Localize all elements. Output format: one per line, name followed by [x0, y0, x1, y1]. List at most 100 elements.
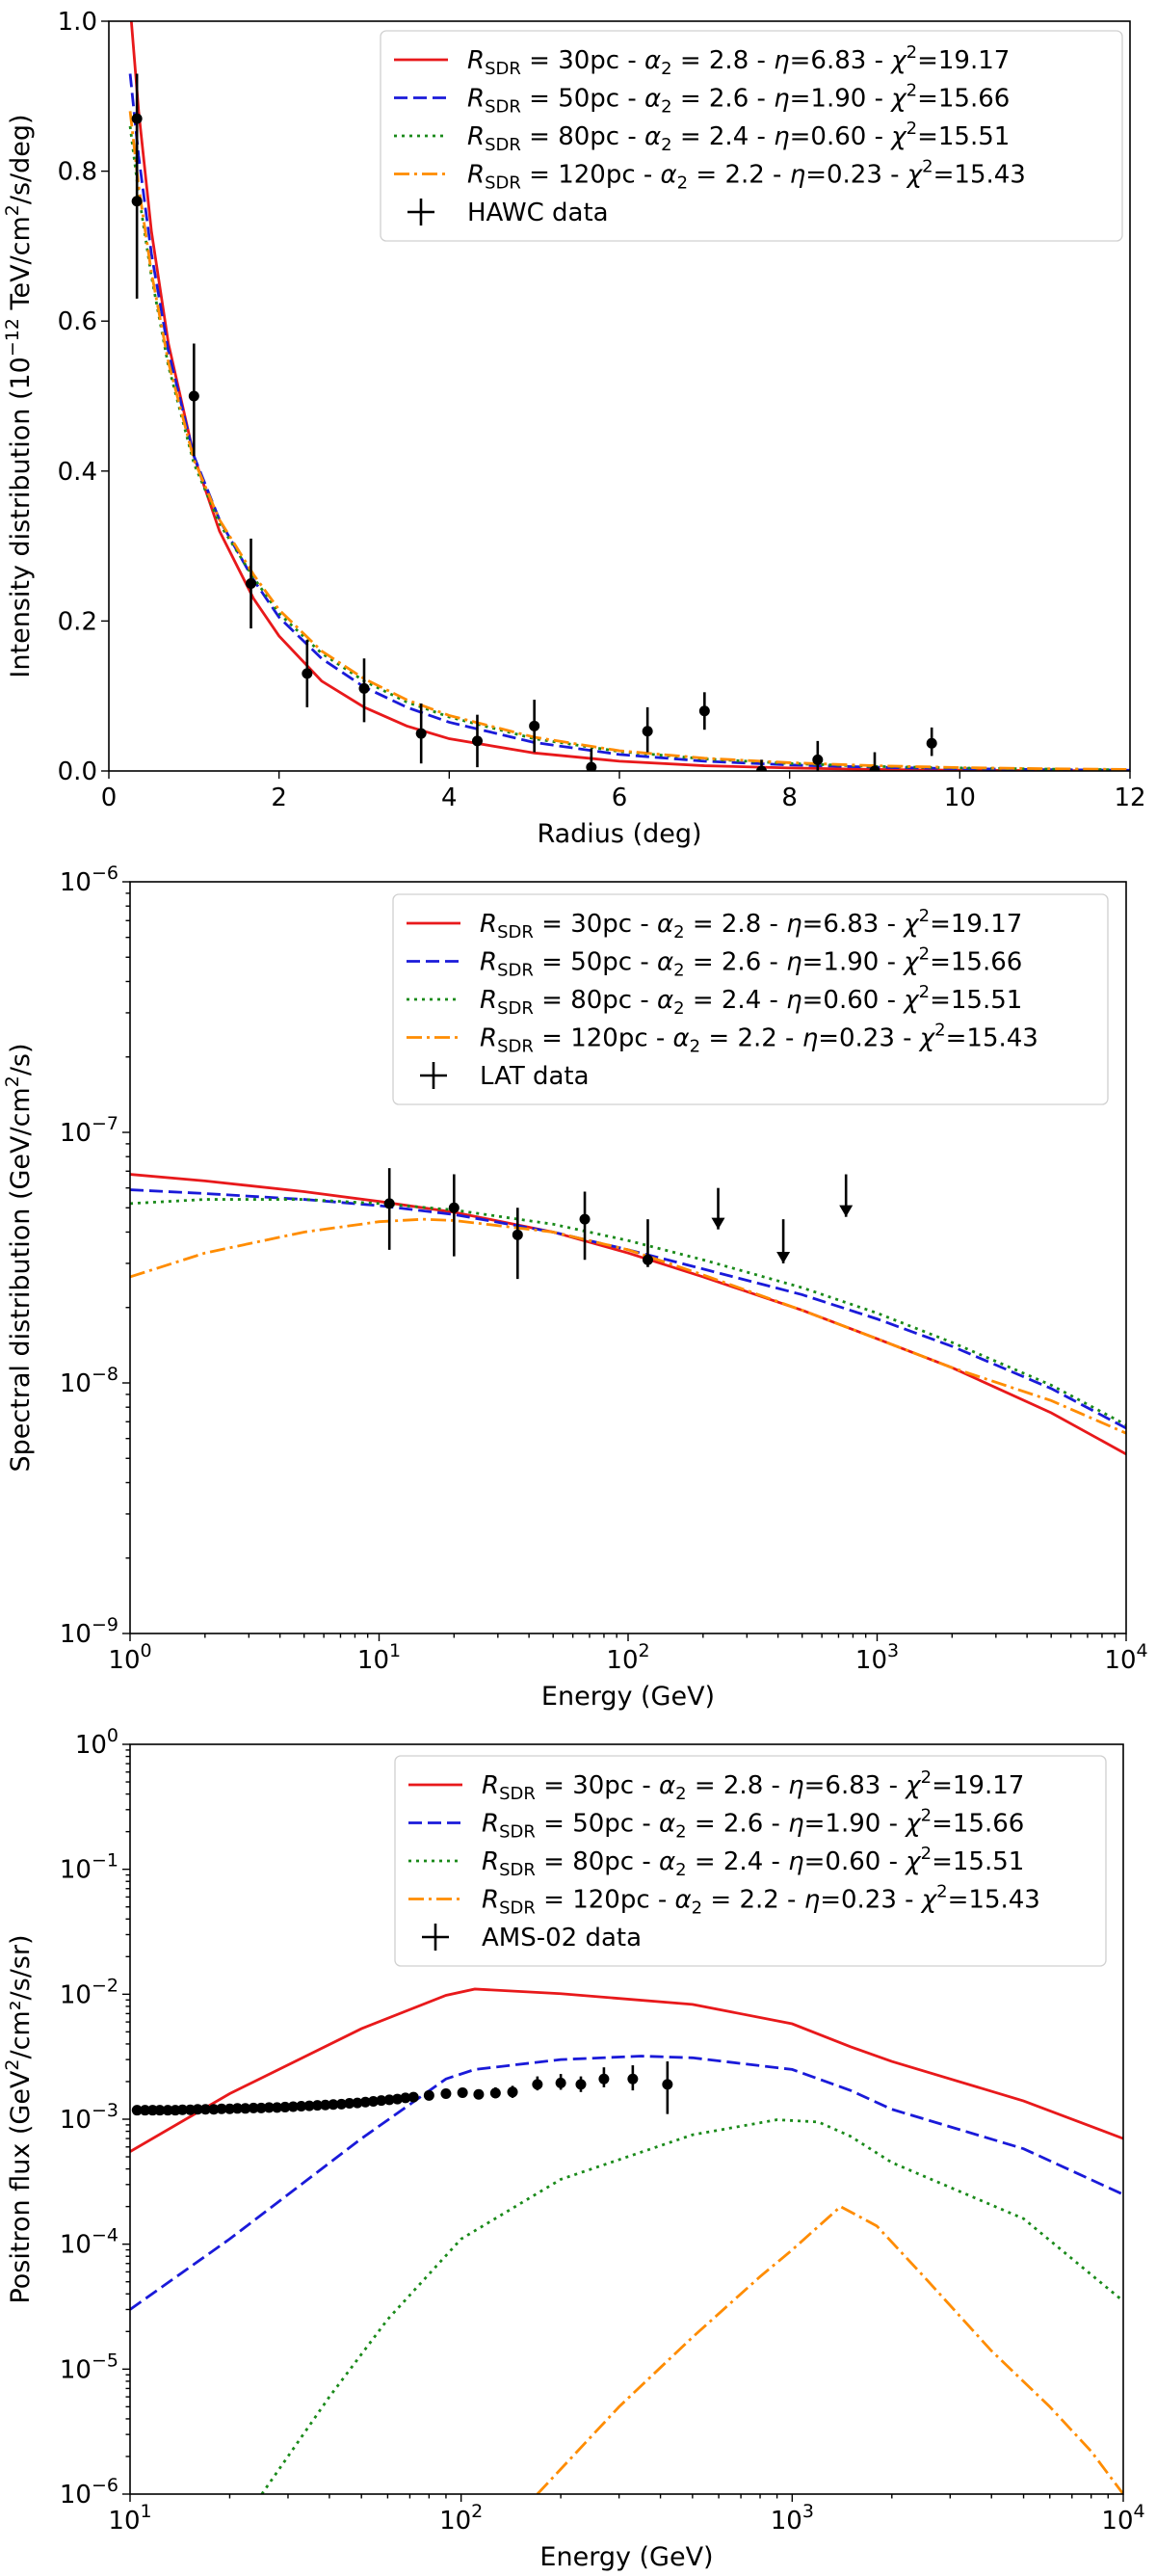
data-point [296, 2101, 307, 2112]
data-point [579, 1213, 591, 1225]
series-line-3 [130, 1198, 1126, 1426]
data-point [423, 2089, 434, 2101]
tick-label: 10−1 [60, 1850, 118, 1885]
data-point [140, 2105, 151, 2116]
upper-limit-arrow [711, 1217, 725, 1230]
tick-label: 0 [101, 783, 118, 812]
data-point [529, 720, 540, 731]
legend-entry-label: RSDR = 80pc - α2 = 2.4 - η=0.60 - χ2=15.… [482, 1844, 1024, 1880]
series-line-4 [130, 1217, 1126, 1435]
data-point [359, 2096, 371, 2108]
data-point [192, 2104, 203, 2115]
tick-label: 10−8 [60, 1364, 118, 1398]
series-line-4 [128, 111, 1130, 771]
tick-label: 0.2 [58, 607, 97, 636]
legend-entry-label: RSDR = 80pc - α2 = 2.4 - η=0.60 - χ2=15.… [480, 982, 1022, 1019]
data-point [131, 196, 143, 207]
series-line-1 [130, 1173, 1126, 1456]
series-line-1 [129, 21, 1130, 771]
series-line-2 [130, 1188, 1126, 1430]
series-line-1 [130, 1987, 1123, 2153]
data-point [255, 2102, 267, 2113]
data-point [489, 2087, 501, 2099]
legend-box [394, 1755, 1107, 1967]
data-point [392, 2093, 404, 2105]
y-axis-label: Positron flux (GeV2/cm²/s/sr) [2, 1934, 36, 2303]
data-point [575, 2079, 587, 2090]
tick-label: 102 [439, 2501, 483, 2536]
data-point [642, 1254, 653, 1265]
data-point [216, 2103, 227, 2114]
tick-label: 8 [781, 783, 798, 812]
data-point [223, 2103, 235, 2114]
y-axis-label: Intensity distribution (10−12 TeV/cm2/s/… [2, 114, 36, 677]
legend-data-label: AMS-02 data [482, 1924, 642, 1952]
data-point [473, 2088, 485, 2100]
series-group [128, 21, 1130, 771]
tick-label: 104 [1104, 1640, 1147, 1675]
data-point [287, 2101, 299, 2112]
tick-label: 10 [944, 783, 976, 812]
data-point [586, 761, 597, 771]
legend-entry-label: RSDR = 120pc - α2 = 2.2 - η=0.23 - χ2=15… [467, 157, 1026, 194]
tick-label: 101 [357, 1640, 401, 1675]
tick-label: 1.0 [58, 8, 97, 37]
chart-panel-2: 100 101 102 103 104 10−9 10−8 10−7 10−6 Energy (G… [2, 863, 1148, 1712]
tick-label: 103 [771, 2501, 814, 2536]
data-point [246, 578, 257, 589]
legend-box [380, 30, 1123, 242]
legend-entry-label: RSDR = 120pc - α2 = 2.2 - η=0.23 - χ2=15… [482, 1882, 1040, 1919]
data-point [240, 2103, 251, 2114]
tick-label: 10−7 [60, 1113, 118, 1148]
x-axis-label: Radius (deg) [537, 819, 701, 849]
data-points [131, 2061, 673, 2116]
axis-ticks: 101 102 103 104 10−6 10−5 10−4 10−3 10−2 10−1 100 [60, 1725, 1145, 2536]
tick-label: 2 [271, 783, 287, 812]
data-point [368, 2095, 380, 2107]
data-point [272, 2102, 283, 2113]
legend: RSDR = 30pc - α2 = 2.8 - η=6.83 - χ2=19.… [380, 30, 1123, 242]
tick-label: 0.0 [58, 757, 97, 786]
data-point [869, 765, 880, 771]
tick-label: 0.4 [58, 458, 97, 487]
data-point [512, 1229, 523, 1240]
data-point [400, 2092, 411, 2104]
legend-entry-label: RSDR = 30pc - α2 = 2.8 - η=6.83 - χ2=19.… [467, 42, 1010, 79]
legend-entry-label: RSDR = 30pc - α2 = 2.8 - η=6.83 - χ2=19.… [482, 1767, 1024, 1804]
data-point [131, 2105, 143, 2116]
series-line-2 [130, 2055, 1123, 2311]
data-point [598, 2073, 610, 2085]
data-point [154, 2105, 166, 2116]
legend: RSDR = 30pc - α2 = 2.8 - η=6.83 - χ2=19.… [394, 1755, 1107, 1967]
tick-label: 103 [855, 1640, 899, 1675]
data-point [231, 2103, 243, 2114]
tick-label: 101 [108, 2501, 151, 2536]
chart-panel-3: 101 102 103 104 10−6 10−5 10−4 10−3 10−2 10−1 100 E… [2, 1725, 1145, 2572]
data-points [131, 73, 937, 771]
data-point [328, 2099, 339, 2111]
data-point [358, 682, 370, 694]
x-axis-label: Energy (GeV) [541, 1682, 715, 1712]
legend: RSDR = 30pc - α2 = 2.8 - η=6.83 - χ2=19.… [392, 893, 1109, 1105]
data-point [926, 737, 937, 749]
series-line-3 [260, 2118, 1123, 2494]
data-point [383, 2094, 395, 2106]
data-point [320, 2099, 331, 2111]
legend-entry-label: RSDR = 50pc - α2 = 2.6 - η=1.90 - χ2=15.… [480, 944, 1022, 981]
legend-box [392, 893, 1109, 1105]
data-point [812, 754, 824, 765]
tick-label: 10−4 [60, 2225, 118, 2260]
tick-label: 10−6 [60, 863, 118, 897]
tick-label: 12 [1114, 783, 1145, 812]
tick-label: 4 [441, 783, 458, 812]
tick-label: 6 [612, 783, 628, 812]
tick-label: 102 [606, 1640, 649, 1675]
data-point [662, 2079, 673, 2090]
data-point [335, 2098, 347, 2110]
upper-limit-arrow [776, 1251, 791, 1263]
data-point [627, 2073, 639, 2085]
axis-ticks: 100 101 102 103 104 10−9 10−8 10−7 10−6 [60, 863, 1148, 1675]
data-point [698, 705, 710, 717]
tick-label: 10−2 [60, 1975, 118, 2009]
